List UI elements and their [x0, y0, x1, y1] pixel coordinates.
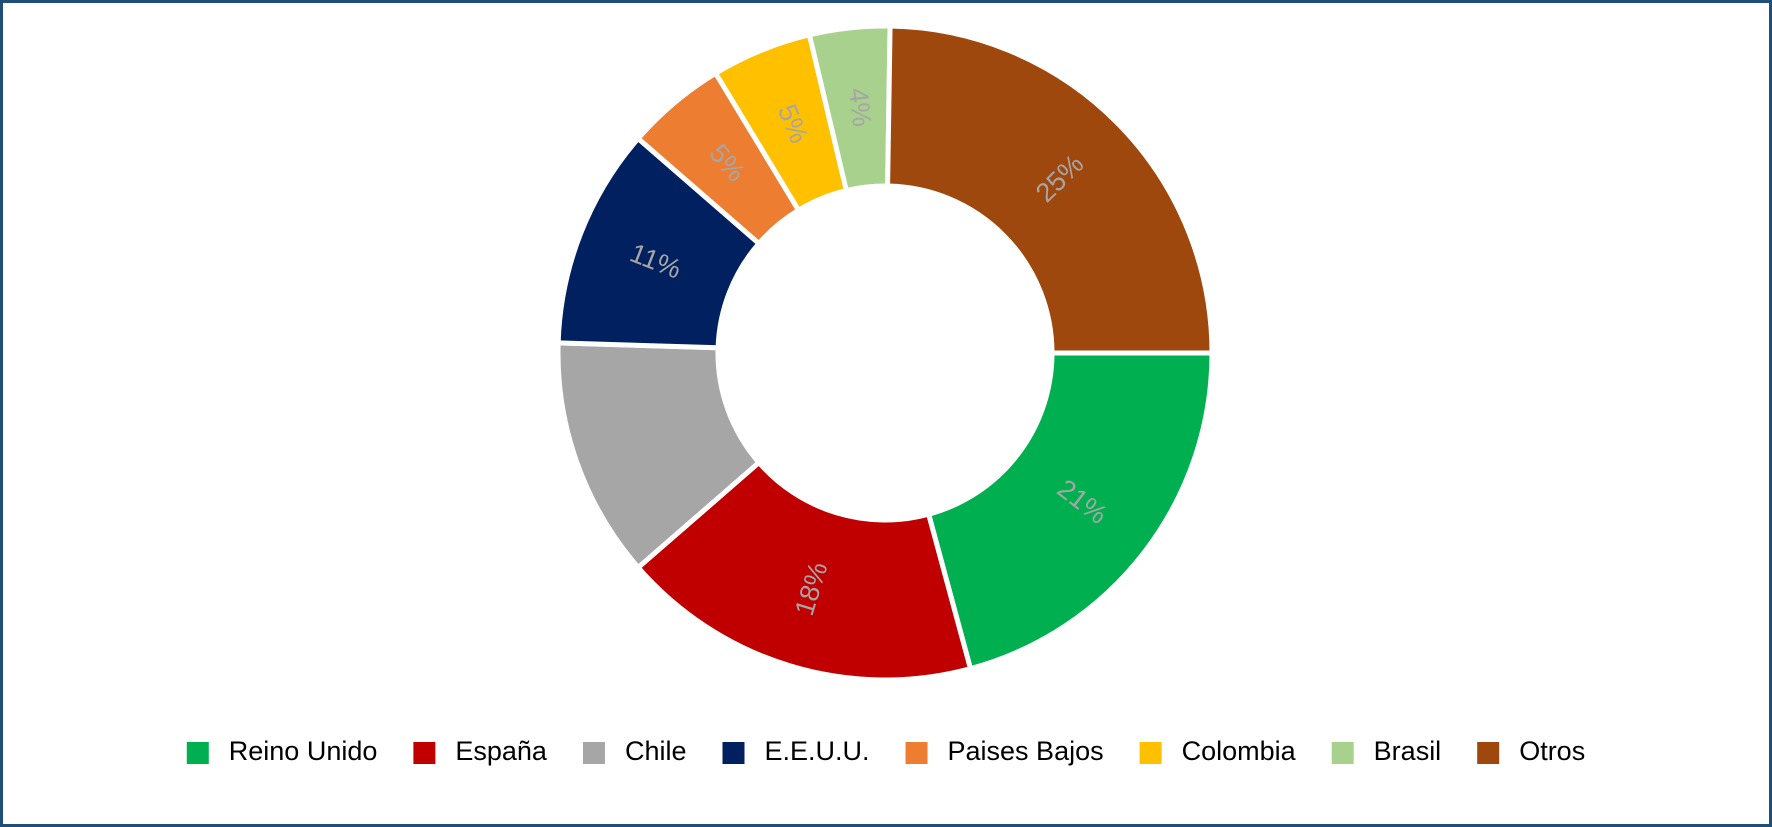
- legend-label: España: [455, 736, 548, 766]
- data-label: 4%: [843, 86, 877, 128]
- legend-label: Brasil: [1374, 736, 1442, 766]
- legend-swatch: [722, 742, 745, 764]
- donut-slice: [885, 23, 1215, 356]
- legend-swatch: [1477, 742, 1500, 764]
- legend-swatch: [413, 742, 436, 764]
- donut-slice: [555, 340, 763, 572]
- legend-label: Reino Unido: [229, 736, 378, 766]
- legend-swatch: [1139, 742, 1162, 764]
- legend-label: Otros: [1519, 736, 1585, 766]
- legend-label: Paises Bajos: [948, 736, 1104, 766]
- legend-swatch: [582, 742, 605, 764]
- legend-label: E.E.U.U.: [764, 736, 869, 766]
- legend-swatch: [1331, 742, 1354, 764]
- legend-label: Colombia: [1182, 736, 1297, 766]
- donut-slice: [634, 459, 974, 683]
- legend-swatch: [905, 742, 928, 764]
- donut-slice: [925, 350, 1215, 672]
- legend-swatch: [186, 742, 209, 764]
- legend-label: Chile: [625, 736, 687, 766]
